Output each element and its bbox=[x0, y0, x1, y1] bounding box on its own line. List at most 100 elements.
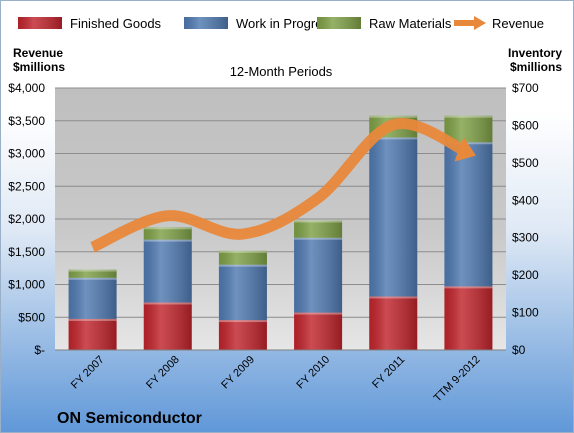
bar-segment-highlight bbox=[294, 237, 343, 240]
bar-segment-shade bbox=[143, 227, 192, 240]
bar-work-in-progress bbox=[68, 277, 117, 319]
legend-swatch-shade bbox=[317, 17, 361, 29]
bar-raw-materials bbox=[294, 220, 343, 238]
bar-segment-highlight bbox=[218, 250, 267, 253]
bar-raw-materials bbox=[218, 250, 267, 265]
bar-segment-shade bbox=[68, 277, 117, 319]
bar-finished-goods bbox=[294, 312, 343, 350]
left-axis-ticks: $- $500 $1,000 $1,500 $2,000 $2,500 $3,000 $3,5… bbox=[8, 81, 45, 357]
right-tick-label: $300 bbox=[512, 231, 539, 245]
bar-finished-goods bbox=[444, 286, 493, 350]
bar-segment-shade bbox=[294, 237, 343, 313]
bar-segment-highlight bbox=[143, 227, 192, 230]
bar-segment-shade bbox=[444, 286, 493, 350]
chart-title: 12-Month Periods bbox=[230, 64, 333, 79]
x-tick-label: TTM 9-2012 bbox=[432, 354, 483, 405]
right-tick-label: $600 bbox=[512, 118, 539, 132]
bar-work-in-progress bbox=[444, 142, 493, 287]
legend-item-finished-goods: Finished Goods bbox=[18, 16, 162, 31]
left-tick-label: $2,500 bbox=[8, 179, 45, 193]
right-tick-label: $700 bbox=[512, 81, 539, 95]
bar-finished-goods bbox=[143, 302, 192, 350]
bar-segment-shade bbox=[294, 220, 343, 238]
left-tick-label: $500 bbox=[18, 310, 45, 324]
bar-finished-goods bbox=[369, 296, 418, 350]
legend-label: Revenue bbox=[492, 16, 544, 31]
company-name: ON Semiconductor bbox=[57, 410, 202, 427]
bar-raw-materials bbox=[444, 115, 493, 143]
x-tick-label: FY 2007 bbox=[69, 354, 107, 392]
legend-swatch-shade bbox=[184, 17, 228, 29]
legend-item-work-in-progress: Work in Progress bbox=[184, 16, 336, 31]
right-axis-ticks: $0 $100 $200 $300 $400 $500 $600 $700 bbox=[512, 81, 539, 357]
bar-segment-shade bbox=[218, 320, 267, 350]
x-axis-ticks: FY 2007 FY 2008 FY 2009 FY 2010 FY 2011 TTM 9… bbox=[69, 354, 483, 405]
bar-raw-materials bbox=[143, 227, 192, 240]
bar-work-in-progress bbox=[218, 264, 267, 321]
x-tick-label: FY 2008 bbox=[144, 354, 182, 392]
bar-raw-materials bbox=[68, 269, 117, 278]
left-axis-title-line2: $millions bbox=[13, 60, 65, 74]
left-axis-title: Revenue $millions bbox=[13, 46, 65, 74]
bar-segment-highlight bbox=[68, 277, 117, 280]
x-tick-label: FY 2010 bbox=[294, 354, 332, 392]
revenue-line-path bbox=[90, 118, 471, 253]
bar-segment-highlight bbox=[369, 137, 418, 140]
right-tick-label: $500 bbox=[512, 156, 539, 170]
x-tick-label: FY 2009 bbox=[219, 354, 257, 392]
legend-item-revenue: Revenue bbox=[454, 16, 544, 31]
revenue-line bbox=[90, 118, 476, 253]
x-tick-label: FY 2011 bbox=[370, 354, 407, 391]
left-tick-label: $4,000 bbox=[8, 81, 45, 95]
left-tick-label: $3,500 bbox=[8, 114, 45, 128]
left-axis-title-line1: Revenue bbox=[13, 46, 63, 60]
bar-work-in-progress bbox=[294, 237, 343, 313]
bar-segment-shade bbox=[143, 302, 192, 350]
gridlines bbox=[55, 87, 506, 318]
right-tick-label: $200 bbox=[512, 268, 539, 282]
bar-segment-highlight bbox=[294, 312, 343, 315]
bar-work-in-progress bbox=[369, 137, 418, 297]
left-tick-label: $1,500 bbox=[8, 245, 45, 259]
legend-label: Finished Goods bbox=[70, 16, 162, 31]
right-axis-title-line2: $millions bbox=[510, 60, 562, 74]
legend: Finished Goods Work in Progress Raw Materi… bbox=[18, 16, 544, 31]
left-tick-label: $- bbox=[34, 343, 45, 357]
bar-segment-shade bbox=[143, 239, 192, 303]
bar-segment-highlight bbox=[68, 318, 117, 321]
bar-segment-highlight bbox=[369, 115, 418, 118]
bar-finished-goods bbox=[218, 320, 267, 350]
right-axis-title-line1: Inventory bbox=[508, 46, 562, 60]
bar-segment-highlight bbox=[143, 239, 192, 242]
bar-segment-shade bbox=[218, 264, 267, 321]
bar-segment-highlight bbox=[218, 264, 267, 267]
legend-item-raw-materials: Raw Materials bbox=[317, 16, 452, 31]
bar-segment-highlight bbox=[369, 296, 418, 299]
bar-segment-shade bbox=[294, 312, 343, 350]
right-tick-label: $100 bbox=[512, 306, 539, 320]
bar-segment-shade bbox=[369, 137, 418, 297]
bar-segment-highlight bbox=[444, 115, 493, 118]
legend-label: Work in Progress bbox=[236, 16, 336, 31]
right-axis-title: Inventory $millions bbox=[508, 46, 562, 74]
bar-segment-highlight bbox=[294, 220, 343, 223]
revenue-line-arrowhead bbox=[454, 137, 476, 162]
bar-segment-highlight bbox=[444, 142, 493, 145]
bar-segment-highlight bbox=[444, 286, 493, 289]
legend-label: Raw Materials bbox=[369, 16, 452, 31]
legend-swatch-shade bbox=[18, 17, 62, 29]
bar-segment-shade bbox=[369, 296, 418, 350]
bar-segment-highlight bbox=[218, 320, 267, 323]
right-tick-label: $0 bbox=[512, 343, 526, 357]
left-tick-label: $1,000 bbox=[8, 278, 45, 292]
left-tick-label: $2,000 bbox=[8, 212, 45, 226]
left-tick-label: $3,000 bbox=[8, 147, 45, 161]
bar-segment-shade bbox=[68, 269, 117, 278]
bar-segment-shade bbox=[218, 250, 267, 265]
bar-segment-shade bbox=[68, 318, 117, 350]
legend-arrow bbox=[474, 16, 486, 30]
bar-segment-highlight bbox=[143, 302, 192, 305]
bar-segment-highlight bbox=[68, 269, 117, 272]
